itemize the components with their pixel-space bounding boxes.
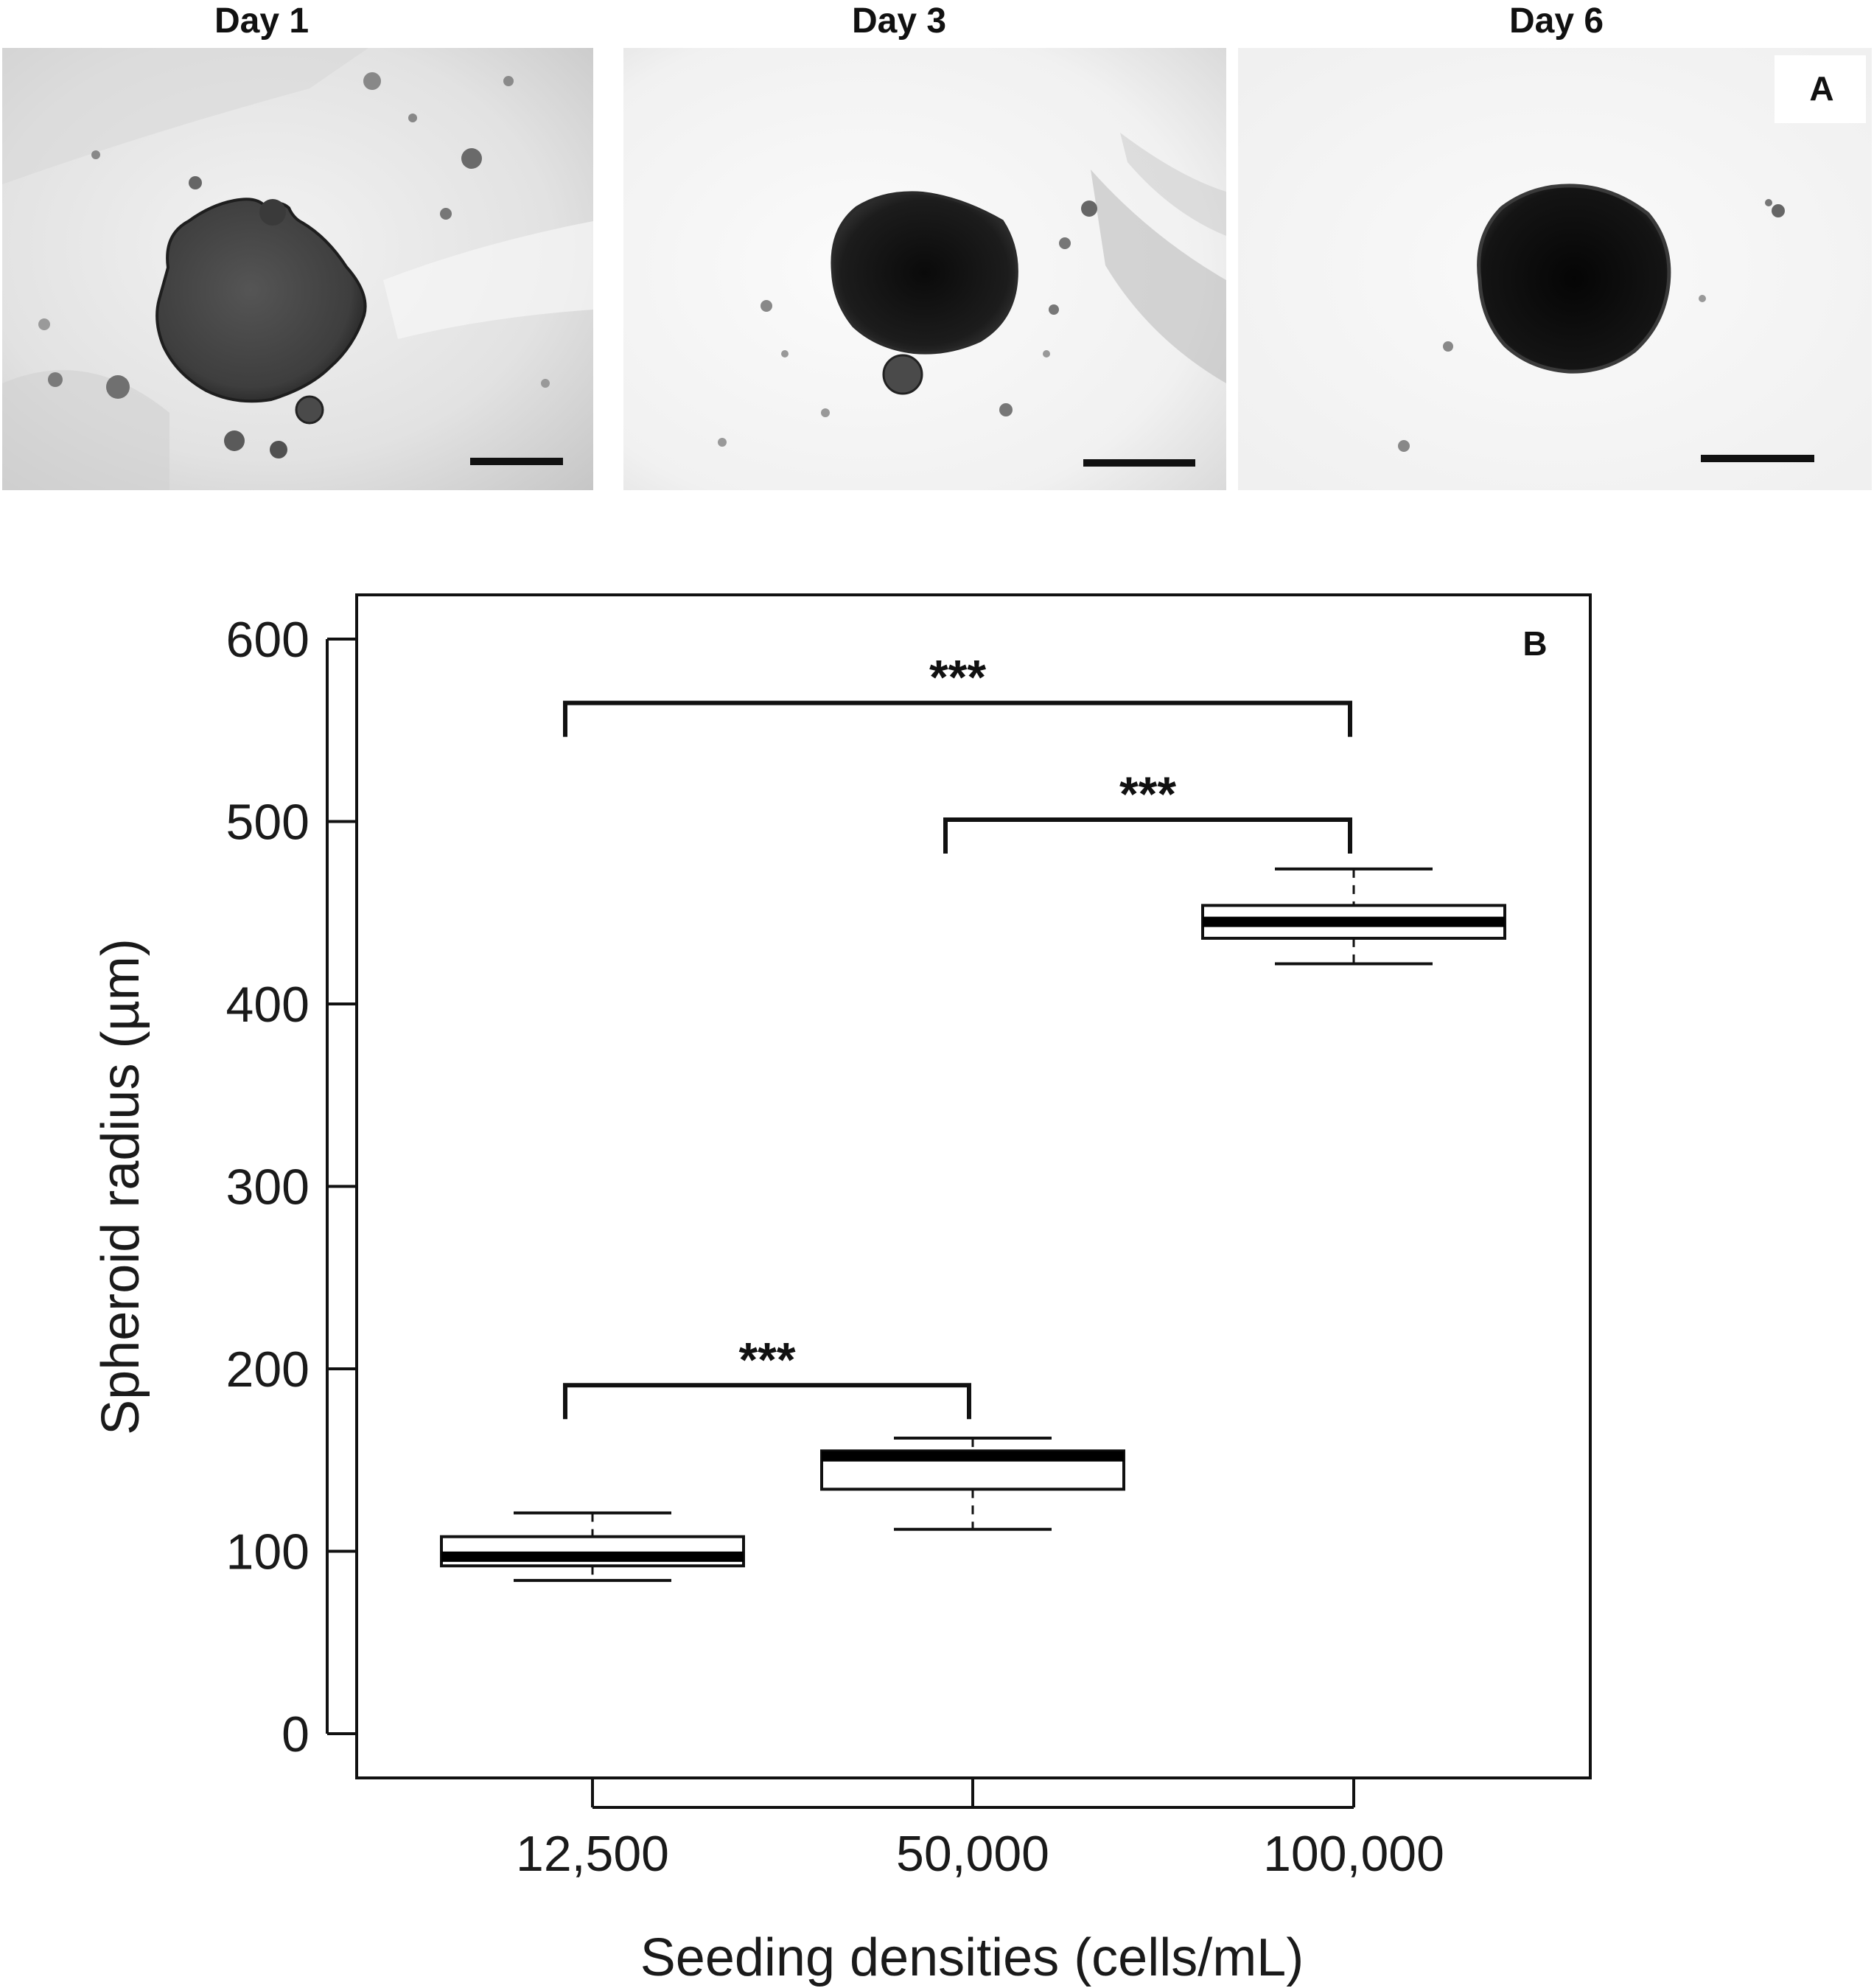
micrograph-day-3	[623, 48, 1226, 490]
panel-b: B 0 100 200 300 400 500 600 12,500 50,000 100,00…	[91, 593, 1592, 1987]
box-plots	[440, 867, 1506, 1583]
satellite-spheroid	[882, 354, 923, 395]
box-1	[820, 1437, 1125, 1531]
significance-line	[943, 817, 1352, 854]
x-axis: 12,500 50,000 100,000	[516, 1778, 1444, 1882]
image-title-day-6: Day 6	[1509, 1, 1604, 41]
spheroid-day-3	[831, 191, 1018, 355]
box-0	[440, 1511, 745, 1583]
panel-b-label: B	[1522, 624, 1547, 663]
significance-line	[563, 700, 1352, 737]
spheroid-day-6	[1477, 184, 1671, 374]
y-axis: 0 100 200 300 400 500 600	[226, 612, 357, 1762]
scale-bar-day-3	[1083, 459, 1195, 467]
x-axis-label: Seeding densities (cells/mL)	[640, 1928, 1304, 1987]
y-tick-label-400: 400	[226, 977, 310, 1033]
y-tick-label-200: 200	[226, 1342, 310, 1398]
y-tick-label-0: 0	[282, 1706, 310, 1762]
y-tick-label-300: 300	[226, 1159, 310, 1216]
significance-brackets: *** *** ***	[563, 650, 1352, 1420]
x-tick-label-2: 100,000	[1263, 1826, 1444, 1882]
image-title-day-1: Day 1	[214, 1, 309, 41]
image-title-day-3: Day 3	[852, 1, 946, 41]
y-tick-label-500: 500	[226, 795, 310, 851]
significance-line	[563, 1383, 971, 1420]
panel-a-label-box	[1775, 55, 1866, 123]
spheroid-day-1	[155, 198, 367, 403]
x-tick-label-0: 12,500	[516, 1826, 669, 1882]
box-2	[1201, 867, 1506, 966]
x-tick-label-1: 50,000	[896, 1826, 1049, 1882]
significance-label: ***	[1119, 767, 1176, 821]
significance-bracket-2: ***	[563, 1332, 971, 1420]
significance-bracket-1: ***	[943, 767, 1352, 854]
micrograph-day-1	[2, 48, 593, 490]
significance-label: ***	[738, 1332, 795, 1387]
plot-frame	[355, 593, 1592, 1779]
y-tick-label-100: 100	[226, 1524, 310, 1580]
micrograph-day-6: A	[1238, 48, 1872, 490]
significance-label: ***	[929, 650, 986, 705]
y-axis-label: Spheroid radius (µm)	[91, 938, 150, 1435]
panel-a-label: A	[1809, 69, 1833, 108]
scale-bar-day-1	[470, 458, 563, 465]
y-tick-label-600: 600	[226, 612, 310, 668]
scale-bar-day-6	[1701, 455, 1814, 462]
panel-a: Day 1 Day 3 Day 6	[2, 1, 1872, 490]
significance-bracket-0: ***	[563, 650, 1352, 737]
